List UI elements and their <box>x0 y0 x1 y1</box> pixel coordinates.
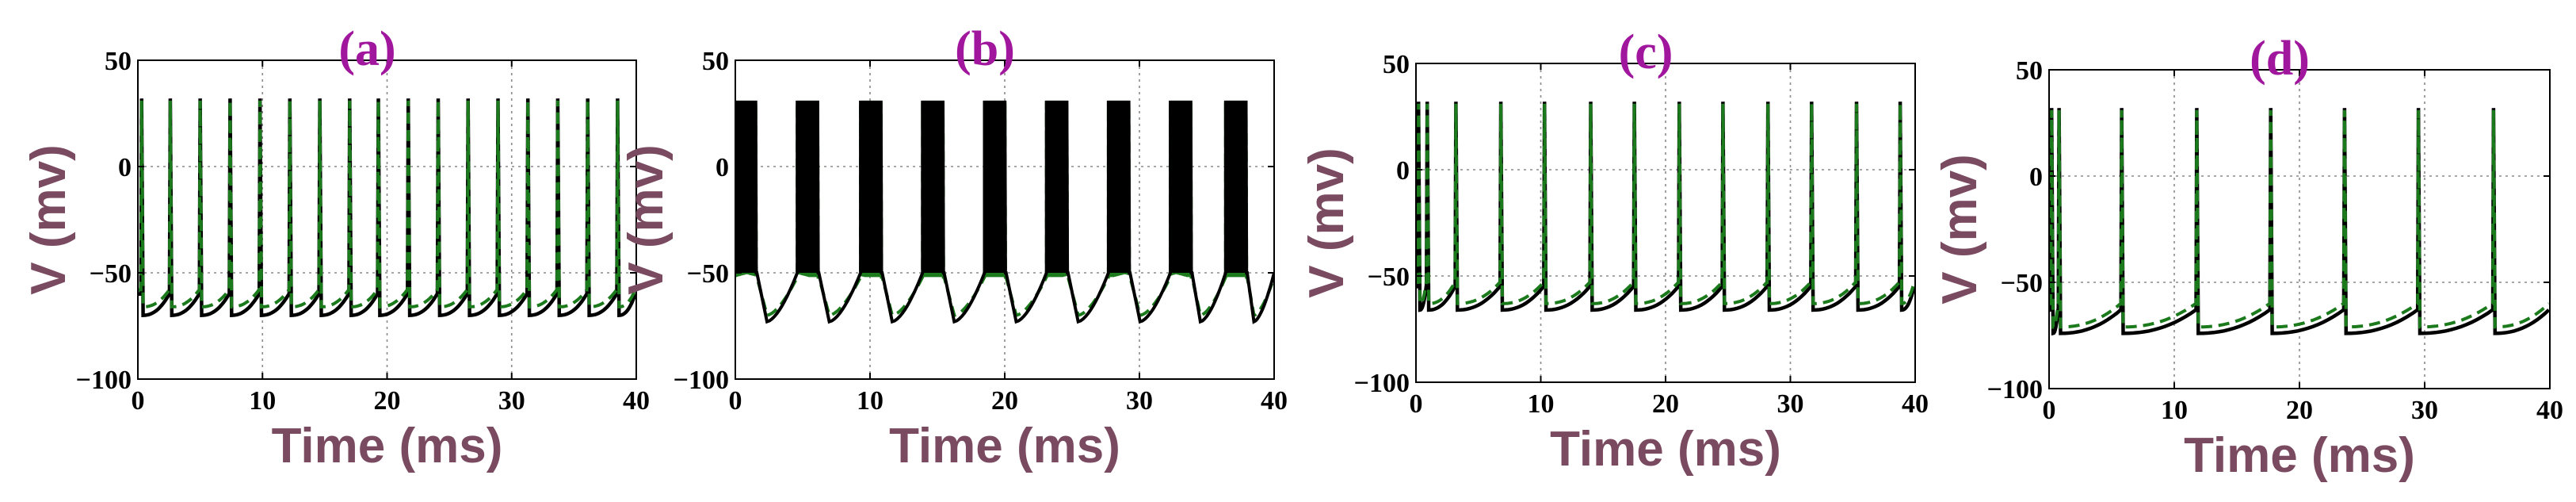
x-tick-label: 40 <box>623 386 650 416</box>
y-axis-title: V (mv) <box>1933 154 1987 304</box>
y-axis-title: V (mv) <box>1299 148 1354 297</box>
plot-area <box>1416 102 1915 312</box>
y-tick-label: 50 <box>1383 50 1410 79</box>
panel-label: (b) <box>955 22 1015 76</box>
series-line-dashed <box>138 100 636 309</box>
x-tick-label: 20 <box>991 386 1018 416</box>
y-tick-label: −50 <box>2001 269 2043 298</box>
x-axis-title: Time (ms) <box>2184 428 2415 483</box>
series-line-solid <box>735 100 1274 324</box>
x-axis-title: Time (ms) <box>889 419 1120 473</box>
x-tick-label: 40 <box>1902 389 1929 419</box>
y-axis-title: V (mv) <box>619 144 674 294</box>
series-line-dashed <box>2049 109 2550 329</box>
x-tick-label: 10 <box>1528 389 1555 419</box>
panel-a: 0 10 20 30 40 −100 −50 0 50 Time (ms) V (mv) (a) <box>21 22 650 473</box>
x-tick-label: 40 <box>1261 386 1288 416</box>
x-tick-label: 30 <box>1126 386 1153 416</box>
y-tick-label: 0 <box>1396 156 1410 186</box>
y-tick-label: −100 <box>1987 375 2043 404</box>
y-tick-label: 0 <box>2029 163 2043 192</box>
panel-label: (c) <box>1619 25 1673 79</box>
y-tick-label: −100 <box>1354 369 1410 398</box>
panel-d: 0 10 20 30 40 −100 −50 0 50 Time (ms) V (mv) (d) <box>1933 32 2563 483</box>
y-tick-label: −50 <box>687 259 729 289</box>
x-tick-label: 10 <box>857 386 883 416</box>
x-tick-label: 20 <box>2286 396 2313 425</box>
x-tick-label: 10 <box>249 386 276 416</box>
x-tick-label: 10 <box>2161 396 2188 425</box>
y-tick-label: 0 <box>118 153 132 182</box>
y-tick-label: −50 <box>1368 262 1410 292</box>
plot-area <box>2049 108 2550 336</box>
x-tick-label: 20 <box>374 386 401 416</box>
y-tick-label: 0 <box>716 153 729 182</box>
series-line-solid <box>2049 108 2550 336</box>
plot-area <box>735 100 1274 324</box>
x-tick-label: 0 <box>729 386 742 416</box>
y-tick-label: 50 <box>105 47 132 76</box>
panel-label: (a) <box>338 22 395 76</box>
x-tick-label: 0 <box>132 386 145 416</box>
x-tick-label: 30 <box>2411 396 2438 425</box>
x-axis-title: Time (ms) <box>1550 422 1781 477</box>
series-line-solid <box>1416 102 1915 312</box>
x-tick-label: 0 <box>2043 396 2056 425</box>
x-tick-label: 30 <box>498 386 525 416</box>
x-tick-label: 0 <box>1410 389 1423 419</box>
x-tick-label: 20 <box>1652 389 1679 419</box>
panel-b: 0 10 20 30 40 −100 −50 0 50 Time (ms) V (mv) (b) <box>619 22 1288 473</box>
panel-c: 0 10 20 30 40 −100 −50 0 50 Time (ms) V (mv) (c) <box>1299 25 1929 477</box>
x-tick-label: 30 <box>1777 389 1804 419</box>
y-axis-title: V (mv) <box>21 144 76 294</box>
y-tick-label: 50 <box>2016 56 2043 86</box>
y-tick-label: −100 <box>674 366 729 395</box>
y-tick-label: −100 <box>76 366 132 395</box>
series-line-dashed <box>1416 103 1915 305</box>
plot-area <box>138 98 636 318</box>
panel-label: (d) <box>2250 32 2310 86</box>
x-axis-title: Time (ms) <box>272 419 503 473</box>
y-tick-label: 50 <box>702 47 729 76</box>
x-tick-label: 40 <box>2536 396 2563 425</box>
y-tick-label: −50 <box>90 259 132 289</box>
